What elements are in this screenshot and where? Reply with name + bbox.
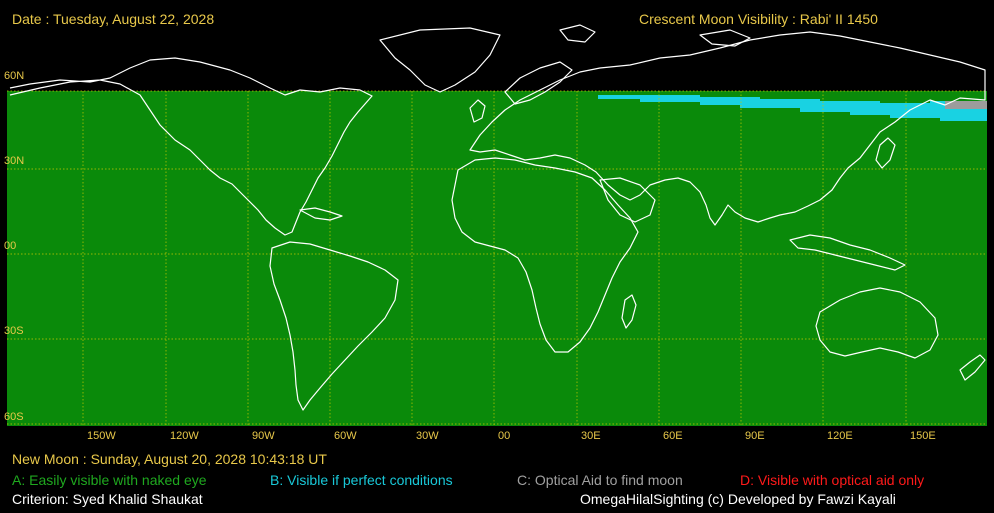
madagascar-coast (621, 294, 637, 329)
lat-label: 30N (4, 155, 25, 167)
africa-coast (451, 157, 639, 353)
criterion-label: Criterion: Syed Khalid Shaukat (12, 491, 203, 507)
greenland-coast (379, 27, 501, 93)
sea-islands-coast (789, 234, 906, 271)
coastlines (9, 24, 986, 411)
lon-label: 120E (827, 430, 853, 442)
scandinavia-coast (504, 61, 573, 105)
lon-label: 30W (416, 430, 439, 442)
new-zealand-coast (959, 354, 986, 381)
zone-a-region (7, 91, 987, 426)
lon-label: 90E (745, 430, 765, 442)
lon-label: 150E (910, 430, 936, 442)
lat-label: 00 (4, 240, 17, 252)
lon-label: 120W (170, 430, 199, 442)
lon-label: 30E (581, 430, 601, 442)
eurasia-coast (469, 31, 986, 226)
date-label: Date : Tuesday, August 22, 2028 (12, 11, 215, 27)
lon-label: 150W (87, 430, 116, 442)
map-title: Crescent Moon Visibility : Rabi' II 1450 (639, 11, 878, 27)
lon-label: 60E (663, 430, 683, 442)
arctic-islands-coast (559, 24, 751, 47)
japan-coast (875, 137, 896, 169)
arabia-coast (599, 177, 656, 223)
credits-label: OmegaHilalSighting (c) Developed by Fawz… (580, 491, 896, 507)
north-america-coast (9, 57, 373, 236)
caribbean-coast (299, 207, 343, 221)
british-isles-coast (469, 99, 486, 123)
new-moon-label: New Moon : Sunday, August 20, 2028 10:43… (12, 451, 327, 467)
legend-c: C: Optical Aid to find moon (517, 472, 683, 488)
lat-label: 30S (4, 325, 24, 337)
lon-label: 60W (334, 430, 357, 442)
legend-a: A: Easily visible with naked eye (12, 472, 207, 488)
zone-b-region (598, 95, 987, 121)
graticule (7, 90, 987, 426)
lon-label: 00 (498, 430, 511, 442)
lat-label: 60N (4, 70, 25, 82)
south-america-coast (269, 241, 399, 411)
zone-c-region (945, 101, 987, 109)
legend-b: B: Visible if perfect conditions (270, 472, 453, 488)
legend-d: D: Visible with optical aid only (740, 472, 925, 488)
lon-label: 90W (252, 430, 275, 442)
australia-coast (815, 287, 939, 359)
lat-label: 60S (4, 411, 24, 423)
